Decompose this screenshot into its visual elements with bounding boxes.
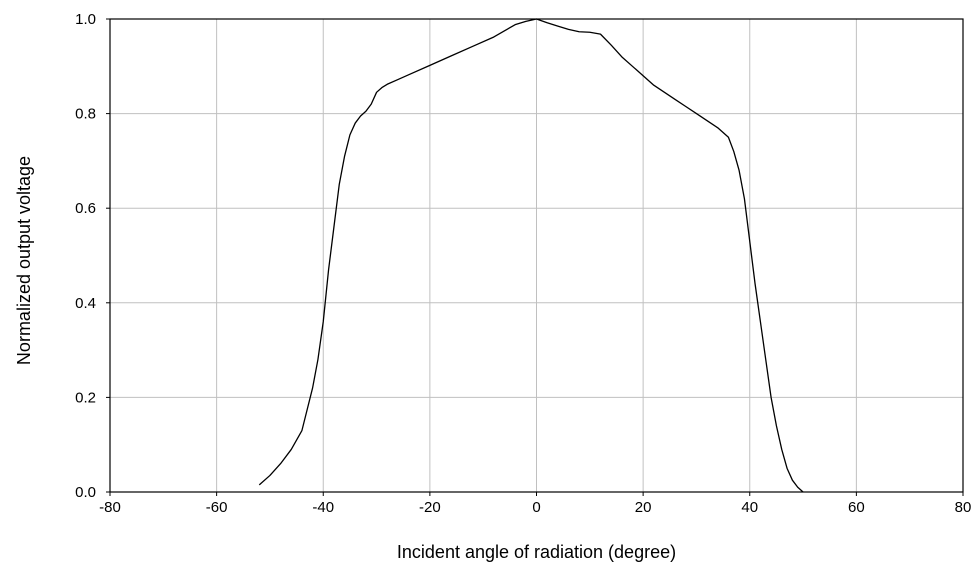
y-tick-label: 0.6 [75,200,96,217]
x-tick-label: -60 [206,499,228,516]
y-axis-ticks: 0.0 0.2 0.4 0.6 0.8 1.0 [75,11,110,501]
x-tick-label: -80 [99,499,121,516]
x-tick-label: 0 [532,499,540,516]
curve-layer [258,18,804,493]
x-tick-label: 60 [848,499,865,516]
x-axis-title: Incident angle of radiation (degree) [397,542,676,562]
data-series-line [258,18,804,493]
y-tick-label: 0.2 [75,389,96,406]
x-tick-label: -40 [312,499,334,516]
y-axis-title: Normalized output voltage [14,156,34,365]
grid [110,19,963,492]
y-tick-label: 0.0 [75,484,96,501]
x-axis-ticks: -80 -60 -40 -20 0 20 40 60 80 [99,492,971,516]
y-tick-label: 0.8 [75,106,96,123]
y-tick-label: 1.0 [75,11,96,28]
x-tick-label: 20 [635,499,652,516]
y-tick-label: 0.4 [75,295,96,312]
x-tick-label: 40 [741,499,758,516]
x-tick-label: -20 [419,499,441,516]
x-tick-label: 80 [955,499,972,516]
